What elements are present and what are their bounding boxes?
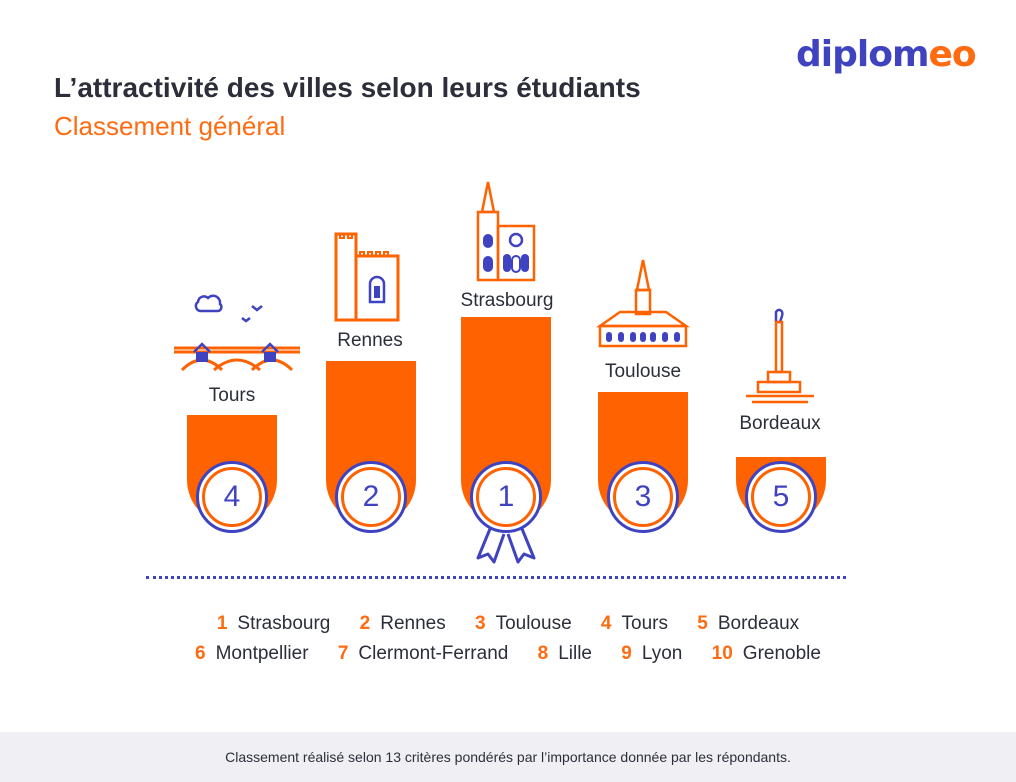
dotted-divider [146, 576, 846, 580]
ranking-item: 6 Montpellier [195, 643, 309, 665]
ranking-number: 1 [216, 613, 228, 634]
ranking-item: 2 Rennes [360, 613, 446, 635]
rank-medal: 1 [470, 461, 542, 533]
ranking-item: 1 Strasbourg [217, 613, 331, 635]
ranking-item: 4 Tours [601, 613, 668, 635]
ranking-city: Bordeaux [717, 613, 800, 634]
rank-number: 1 [476, 467, 536, 527]
rank-number: 4 [202, 467, 262, 527]
podium-city-label: Toulouse [604, 361, 682, 382]
ranking-row-1: 1 Strasbourg 2 Rennes 3 Toulouse 4 Tours 5 Bo… [0, 613, 1016, 635]
ranking-item: 3 Toulouse [475, 613, 572, 635]
ranking-number: 10 [711, 643, 733, 664]
page-subtitle: Classement général [54, 111, 286, 141]
ranking-number: 8 [537, 643, 549, 664]
ranking-number: 4 [600, 613, 612, 634]
ranking-city: Grenoble [742, 643, 821, 664]
rank-number: 3 [613, 467, 673, 527]
ranking-item: 5 Bordeaux [697, 613, 799, 635]
rank-number: 5 [751, 467, 811, 527]
ranking-number: 2 [359, 613, 371, 634]
ranking-number: 5 [697, 613, 708, 634]
ribbon-icon [476, 523, 536, 564]
diplomeo-logo: diplomeo [796, 34, 992, 82]
rank-number: 2 [341, 467, 401, 527]
ranking-item: 10 Grenoble [712, 643, 821, 665]
ranking-city: Clermont-Ferrand [358, 643, 509, 664]
ranking-city: Toulouse [495, 613, 572, 634]
logo-text-dark: diplom [796, 34, 929, 75]
ranking-item: 7 Clermont-Ferrand [338, 643, 509, 665]
podium-city-label: Rennes [337, 330, 403, 351]
podium-city-label: Tours [208, 385, 256, 406]
bridge-icon [174, 294, 300, 372]
footer-note: Classement réalisé selon 13 critères pon… [0, 732, 1016, 782]
ranking-city: Lille [558, 643, 593, 664]
podium-city-label: Strasbourg [460, 290, 554, 311]
ranking-city: Lyon [641, 643, 683, 664]
ranking-item: 8 Lille [538, 643, 592, 665]
ranking-number: 9 [621, 643, 632, 664]
rank-medal: 4 [196, 461, 268, 533]
rank-medal: 5 [745, 461, 817, 533]
castle-icon [334, 232, 400, 322]
ranking-city: Montpellier [215, 643, 309, 664]
monument-icon [746, 308, 814, 404]
ranking-number: 3 [475, 613, 486, 634]
ranking-city: Tours [621, 613, 668, 634]
podium: Tours 4 Rennes 2 Strasbourg 1 [174, 181, 826, 564]
ranking-number: 7 [337, 643, 349, 664]
footer-text: Classement réalisé selon 13 critères pon… [225, 749, 791, 765]
ranking-number: 6 [195, 643, 206, 664]
ranking-city: Rennes [380, 613, 446, 634]
cathedral-icon [476, 181, 536, 282]
ranking-item: 9 Lyon [621, 643, 682, 665]
logo-text-light: eo [928, 34, 976, 75]
rank-medal: 3 [607, 461, 679, 533]
podium-city-label: Bordeaux [739, 413, 821, 434]
rank-medal: 2 [335, 461, 407, 533]
capitole-icon [596, 259, 690, 348]
ranking-city: Strasbourg [237, 613, 331, 634]
page-title: L’attractivité des villes selon leurs ét… [54, 72, 641, 103]
